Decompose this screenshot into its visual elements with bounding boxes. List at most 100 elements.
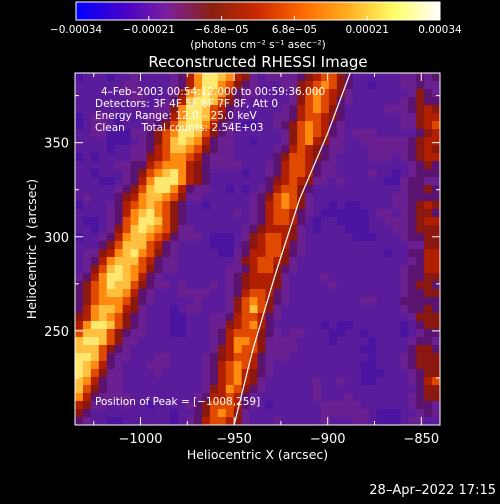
heatmap-cell	[98, 89, 108, 98]
heatmap-cell	[241, 273, 251, 282]
heatmap-cell	[273, 265, 282, 274]
heatmap-cell	[170, 89, 179, 98]
heatmap-cell	[297, 81, 306, 90]
heatmap-cell	[384, 313, 393, 322]
heatmap-cell	[281, 337, 290, 346]
heatmap-cell	[360, 169, 370, 178]
heatmap-cell	[178, 265, 187, 274]
heatmap-cell	[146, 89, 155, 98]
heatmap-cell	[352, 217, 362, 226]
heatmap-cell	[368, 225, 378, 234]
heatmap-cell	[336, 329, 346, 338]
heatmap-cell	[98, 369, 108, 378]
heatmap-cell	[249, 241, 259, 250]
heatmap-cell	[186, 273, 195, 282]
heatmap-cell	[424, 337, 433, 346]
heatmap-cell	[265, 281, 274, 290]
heatmap-cell	[320, 385, 330, 394]
heatmap-cell	[122, 257, 132, 266]
heatmap-cell	[233, 185, 243, 194]
annotation-energy: Energy Range: 12.0 – 25.0 keV	[95, 110, 257, 122]
heatmap-cell	[305, 97, 314, 106]
heatmap-cell	[130, 241, 140, 250]
heatmap-cell	[265, 377, 274, 386]
heatmap-cell	[209, 369, 219, 378]
heatmap-cell	[424, 377, 433, 386]
heatmap-cell	[194, 129, 203, 138]
heatmap-cell	[328, 81, 338, 90]
heatmap-cell	[289, 409, 298, 418]
heatmap-cell	[257, 345, 267, 354]
heatmap-cell	[265, 217, 274, 226]
heatmap-cell	[233, 105, 243, 114]
heatmap-cell	[352, 225, 362, 234]
heatmap-cell	[257, 129, 267, 138]
heatmap-cell	[209, 385, 219, 394]
heatmap-cell	[392, 81, 401, 90]
heatmap-cell	[201, 121, 211, 130]
heatmap-cell	[146, 321, 155, 330]
heatmap-cell	[265, 153, 274, 162]
heatmap-cell	[305, 369, 314, 378]
colorbar	[75, 1, 441, 21]
heatmap-cell	[289, 81, 298, 90]
heatmap-cell	[201, 161, 211, 170]
heatmap-cell	[122, 401, 132, 410]
heatmap-cell	[249, 385, 259, 394]
heatmap-cell	[297, 377, 306, 386]
heatmap-cell	[376, 129, 386, 138]
heatmap-cell	[313, 193, 322, 202]
heatmap-cell	[289, 273, 298, 282]
heatmap-cell	[376, 353, 386, 362]
heatmap-cell	[170, 337, 179, 346]
heatmap-cell	[201, 153, 211, 162]
heatmap-cell	[114, 121, 124, 130]
heatmap-cell	[106, 121, 116, 130]
heatmap-cell	[122, 169, 132, 178]
heatmap-cell	[368, 417, 378, 425]
heatmap-cell	[281, 129, 290, 138]
heatmap-cell	[178, 273, 187, 282]
heatmap-cell	[400, 89, 409, 98]
heatmap-cell	[82, 273, 92, 282]
heatmap-cell	[392, 89, 401, 98]
heatmap-cell	[90, 89, 100, 98]
heatmap-cell	[82, 369, 92, 378]
heatmap-cell	[416, 337, 425, 346]
heatmap-cell	[75, 297, 84, 306]
heatmap-cell	[408, 177, 417, 186]
heatmap-cell	[162, 417, 171, 425]
heatmap-cell	[281, 297, 290, 306]
heatmap-cell	[249, 401, 259, 410]
heatmap-cell	[233, 121, 243, 130]
heatmap-cell	[336, 201, 346, 210]
heatmap-cell	[201, 401, 211, 410]
heatmap-cell	[75, 153, 84, 162]
heatmap-cell	[201, 345, 211, 354]
heatmap-cell	[313, 105, 322, 114]
heatmap-cell	[122, 129, 132, 138]
heatmap-cell	[368, 185, 378, 194]
heatmap-cell	[320, 233, 330, 242]
heatmap-cell	[146, 233, 155, 242]
heatmap-cell	[265, 73, 274, 82]
heatmap-cell	[408, 225, 417, 234]
heatmap-cell	[249, 305, 259, 314]
heatmap-cell	[392, 201, 401, 210]
heatmap-cell	[265, 321, 274, 330]
heatmap-cell	[424, 241, 433, 250]
heatmap-cell	[130, 401, 140, 410]
heatmap-cell	[360, 409, 370, 418]
heatmap-cell	[225, 113, 235, 122]
heatmap-cell	[265, 385, 274, 394]
heatmap-cell	[328, 153, 338, 162]
heatmap-cell	[352, 81, 362, 90]
heatmap-cell	[305, 337, 314, 346]
heatmap-cell	[432, 273, 440, 282]
heatmap-cell	[170, 185, 179, 194]
heatmap-cell	[225, 321, 235, 330]
heatmap-cell	[194, 401, 203, 410]
heatmap-cell	[82, 113, 92, 122]
heatmap-cell	[186, 177, 195, 186]
heatmap-cell	[249, 225, 259, 234]
